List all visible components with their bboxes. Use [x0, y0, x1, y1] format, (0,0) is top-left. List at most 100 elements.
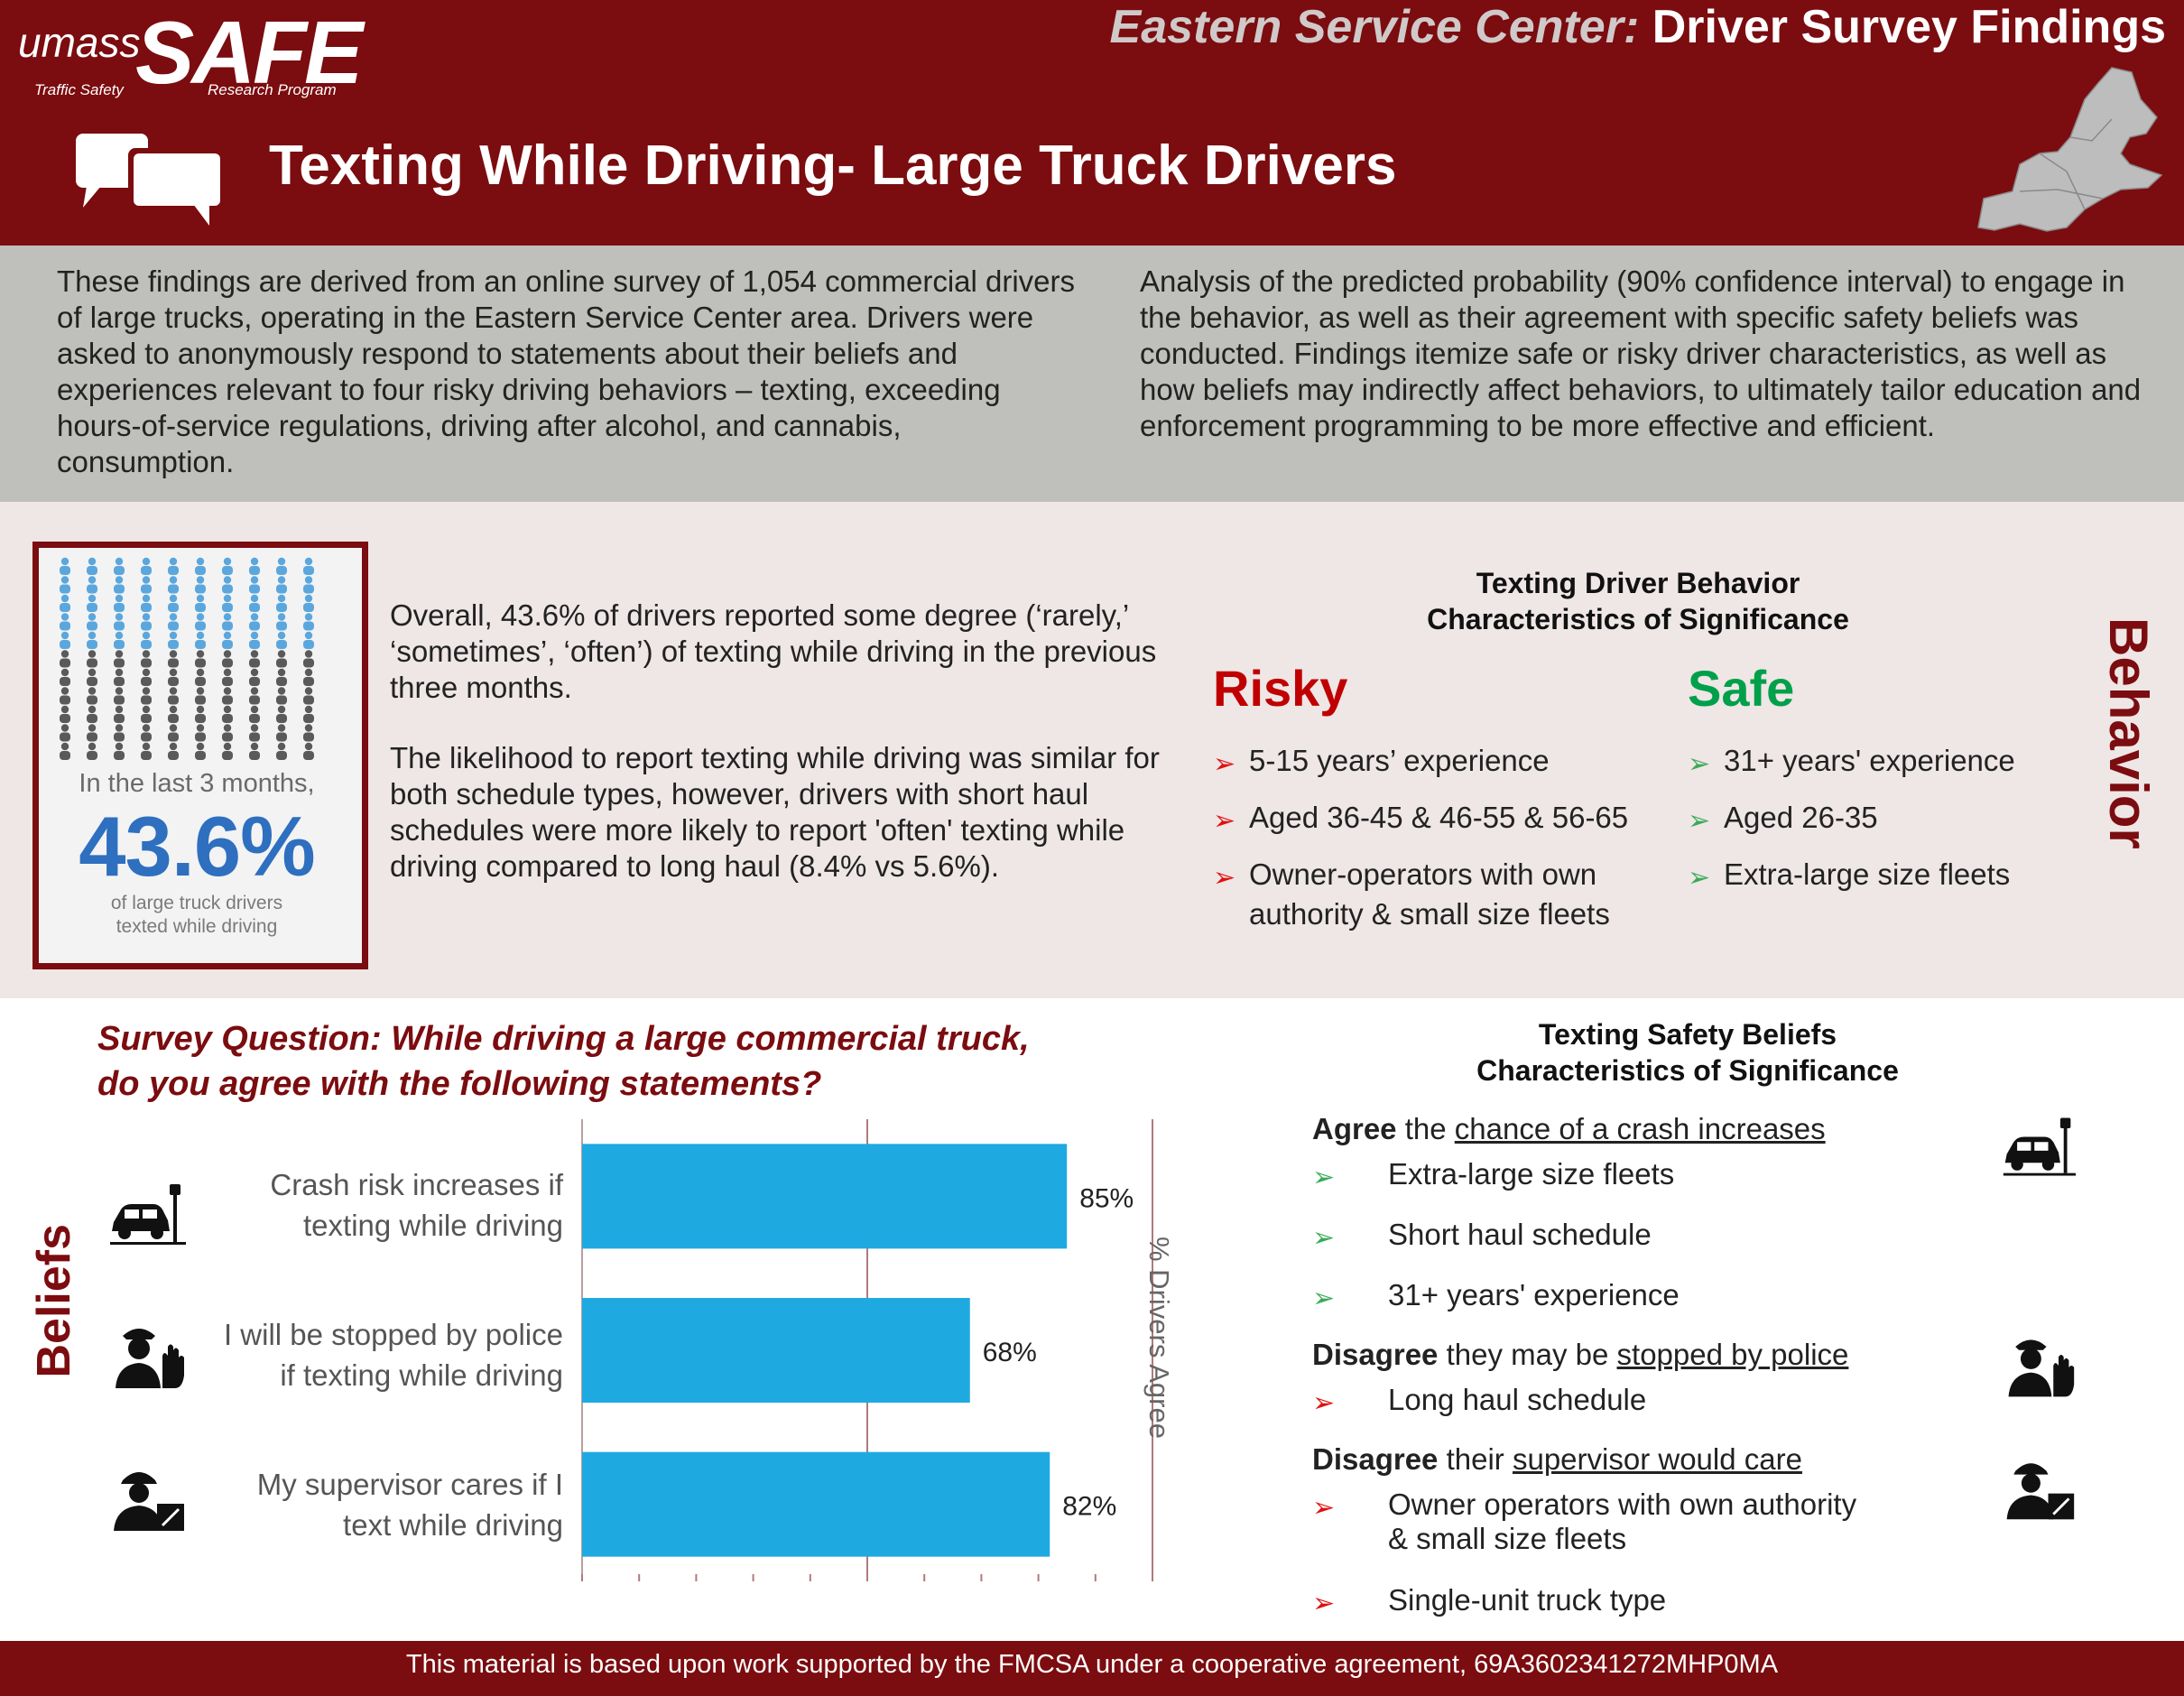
person-icon [222, 705, 233, 723]
behavior-title-line1: Texting Driver Behavior [1476, 567, 1800, 599]
belief-group-2-list: ➢ Long haul schedule [1312, 1381, 1854, 1426]
header-band [0, 0, 2184, 246]
person-icon [195, 705, 206, 723]
people-pictogram [60, 557, 314, 760]
person-icon [60, 594, 70, 612]
arrow-bullet-icon: ➢ [1688, 806, 1711, 836]
chart-axis-title: % Drivers Agree [1143, 1237, 1175, 1439]
beliefs-title-line1: Texting Safety Beliefs [1538, 1018, 1837, 1051]
arrow-bullet-icon: ➢ [1312, 1589, 1336, 1618]
person-icon [60, 557, 70, 575]
person-icon [303, 705, 314, 723]
risky-heading: Risky [1213, 660, 1348, 717]
intro-left-paragraph: These findings are derived from an onlin… [57, 264, 1076, 478]
car-crash-icon [2003, 1117, 2077, 1176]
person-icon [168, 576, 179, 594]
person-icon [303, 557, 314, 575]
person-icon [276, 742, 287, 760]
chart-data-label: 68% [983, 1338, 1037, 1367]
person-icon [276, 687, 287, 705]
chart-data-label: 82% [1062, 1492, 1116, 1522]
survey-question-line1: Survey Question: While driving a large c… [97, 1020, 1030, 1058]
person-icon [60, 724, 70, 742]
person-icon [195, 687, 206, 705]
person-icon [195, 742, 206, 760]
center-title-suffix: Driver Survey Findings [1639, 1, 2166, 53]
person-icon [141, 576, 152, 594]
person-icon [276, 557, 287, 575]
person-icon [114, 576, 125, 594]
person-icon [60, 576, 70, 594]
logo-safe: SAFE [135, 3, 363, 102]
person-icon [222, 576, 233, 594]
person-icon [168, 668, 179, 686]
safe-list: ➢ 31+ years' experience ➢ Aged 26-35 ➢ Extr… [1688, 742, 2067, 904]
person-icon [141, 631, 152, 649]
person-icon [87, 687, 97, 705]
northeast-us-map-icon [1977, 67, 2163, 232]
person-icon [276, 724, 287, 742]
stat-value: 43.6% [79, 799, 316, 894]
supervisor-worker-icon [114, 1472, 184, 1531]
person-icon [87, 742, 97, 760]
question-label: Crash risk increases if texting while dr… [270, 1168, 563, 1242]
person-icon [249, 613, 260, 631]
person-icon [249, 631, 260, 649]
center-title: Eastern Service Center: Driver Survey Fi… [1110, 0, 2166, 54]
risky-list: ➢ 5-15 years’ experience ➢ Aged 36-45 & 46… [1213, 744, 1629, 931]
question-label: I will be stopped by police if texting w… [223, 1318, 563, 1392]
person-icon [60, 687, 70, 705]
person-icon [87, 668, 97, 686]
person-icon [276, 650, 287, 668]
stat-label-bottom: of large truck drivers texted while driv… [45, 892, 348, 939]
beliefs-title-line2: Characteristics of Significance [1476, 1054, 1899, 1087]
person-icon [168, 631, 179, 649]
person-icon [222, 687, 233, 705]
behavior-title-line2: Characteristics of Significance [1427, 603, 1849, 635]
person-icon [60, 705, 70, 723]
supervisor-worker-icon [2006, 1463, 2075, 1520]
person-icon [114, 742, 125, 760]
person-icon [168, 650, 179, 668]
person-icon [249, 668, 260, 686]
logo-subtitle-left: Traffic Safety [34, 81, 124, 98]
person-icon [60, 650, 70, 668]
person-icon [303, 576, 314, 594]
person-icon [141, 668, 152, 686]
person-icon [87, 650, 97, 668]
person-icon [114, 650, 125, 668]
person-icon [60, 668, 70, 686]
logo-subtitle-right: Research Program [208, 81, 337, 98]
belief-group-heading: Agree the chance of a crash increases [1312, 1112, 1826, 1145]
person-icon [114, 687, 125, 705]
person-icon [87, 613, 97, 631]
arrow-bullet-icon: ➢ [1312, 1493, 1336, 1523]
police-officer-stop-icon [2008, 1339, 2075, 1397]
person-icon [303, 613, 314, 631]
person-icon [87, 576, 97, 594]
belief-group-3-list: ➢ Owner operators with own authority & sm… [1312, 1486, 1890, 1621]
person-icon [114, 613, 125, 631]
person-icon [222, 724, 233, 742]
arrow-bullet-icon: ➢ [1213, 749, 1236, 779]
beliefs-bar-chart: 85% 68% 82% [581, 1119, 1153, 1581]
person-icon [168, 557, 179, 575]
person-icon [249, 705, 260, 723]
person-icon [303, 668, 314, 686]
person-icon [87, 705, 97, 723]
belief-group-1-list: ➢ Extra-large size fleets ➢ Short haul sch… [1312, 1155, 1854, 1313]
person-icon [276, 576, 287, 594]
person-icon [222, 594, 233, 612]
person-icon [249, 687, 260, 705]
person-icon [249, 650, 260, 668]
person-icon [141, 687, 152, 705]
person-icon [168, 742, 179, 760]
arrow-bullet-icon: ➢ [1312, 1163, 1336, 1192]
person-icon [114, 668, 125, 686]
person-icon [303, 724, 314, 742]
center-title-prefix: Eastern Service Center: [1109, 1, 1640, 53]
person-icon [276, 705, 287, 723]
person-icon [195, 594, 206, 612]
person-icon [141, 557, 152, 575]
chart-bar [582, 1451, 1050, 1557]
